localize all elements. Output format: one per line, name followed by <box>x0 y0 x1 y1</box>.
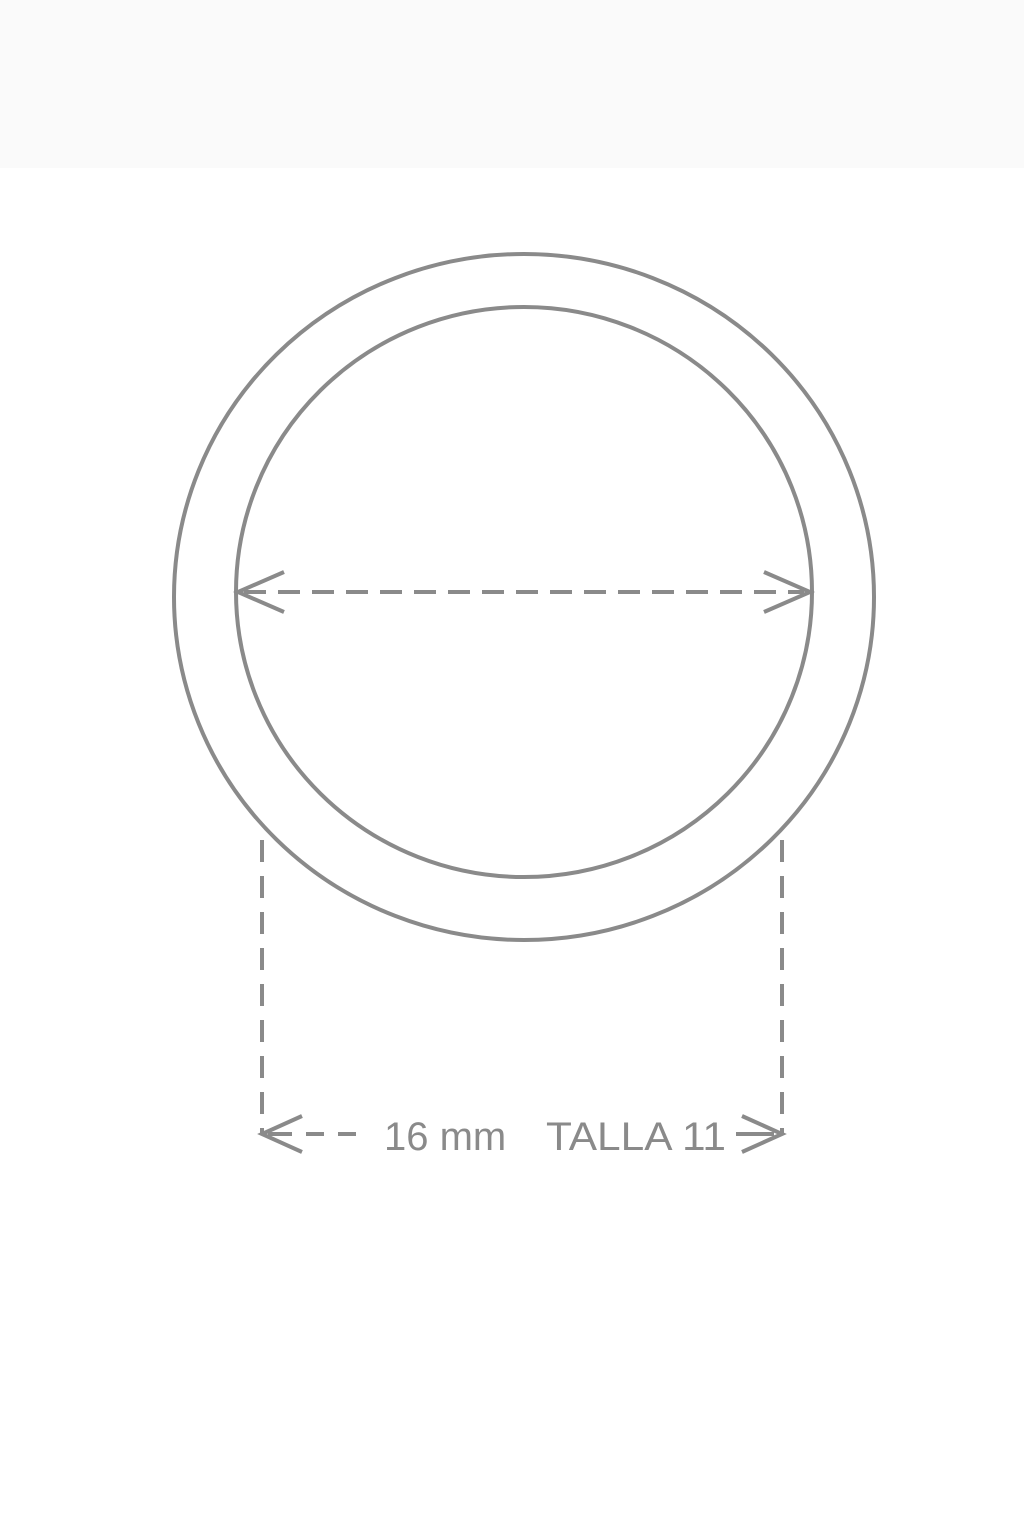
dimension-arrow <box>257 1114 787 1154</box>
size-label: TALLA 11 <box>546 1115 726 1159</box>
ring-outer-edge <box>172 252 876 942</box>
dimension-arrowhead-right <box>741 1114 787 1154</box>
inner-diameter-arrow <box>232 570 816 614</box>
top-band <box>0 0 1024 168</box>
measurement-value: 16 mm <box>384 1115 506 1159</box>
inner-diameter-arrowhead-left <box>232 570 285 614</box>
inner-diameter-arrowhead-right <box>763 570 816 614</box>
dimension-arrowhead-left <box>257 1114 303 1154</box>
